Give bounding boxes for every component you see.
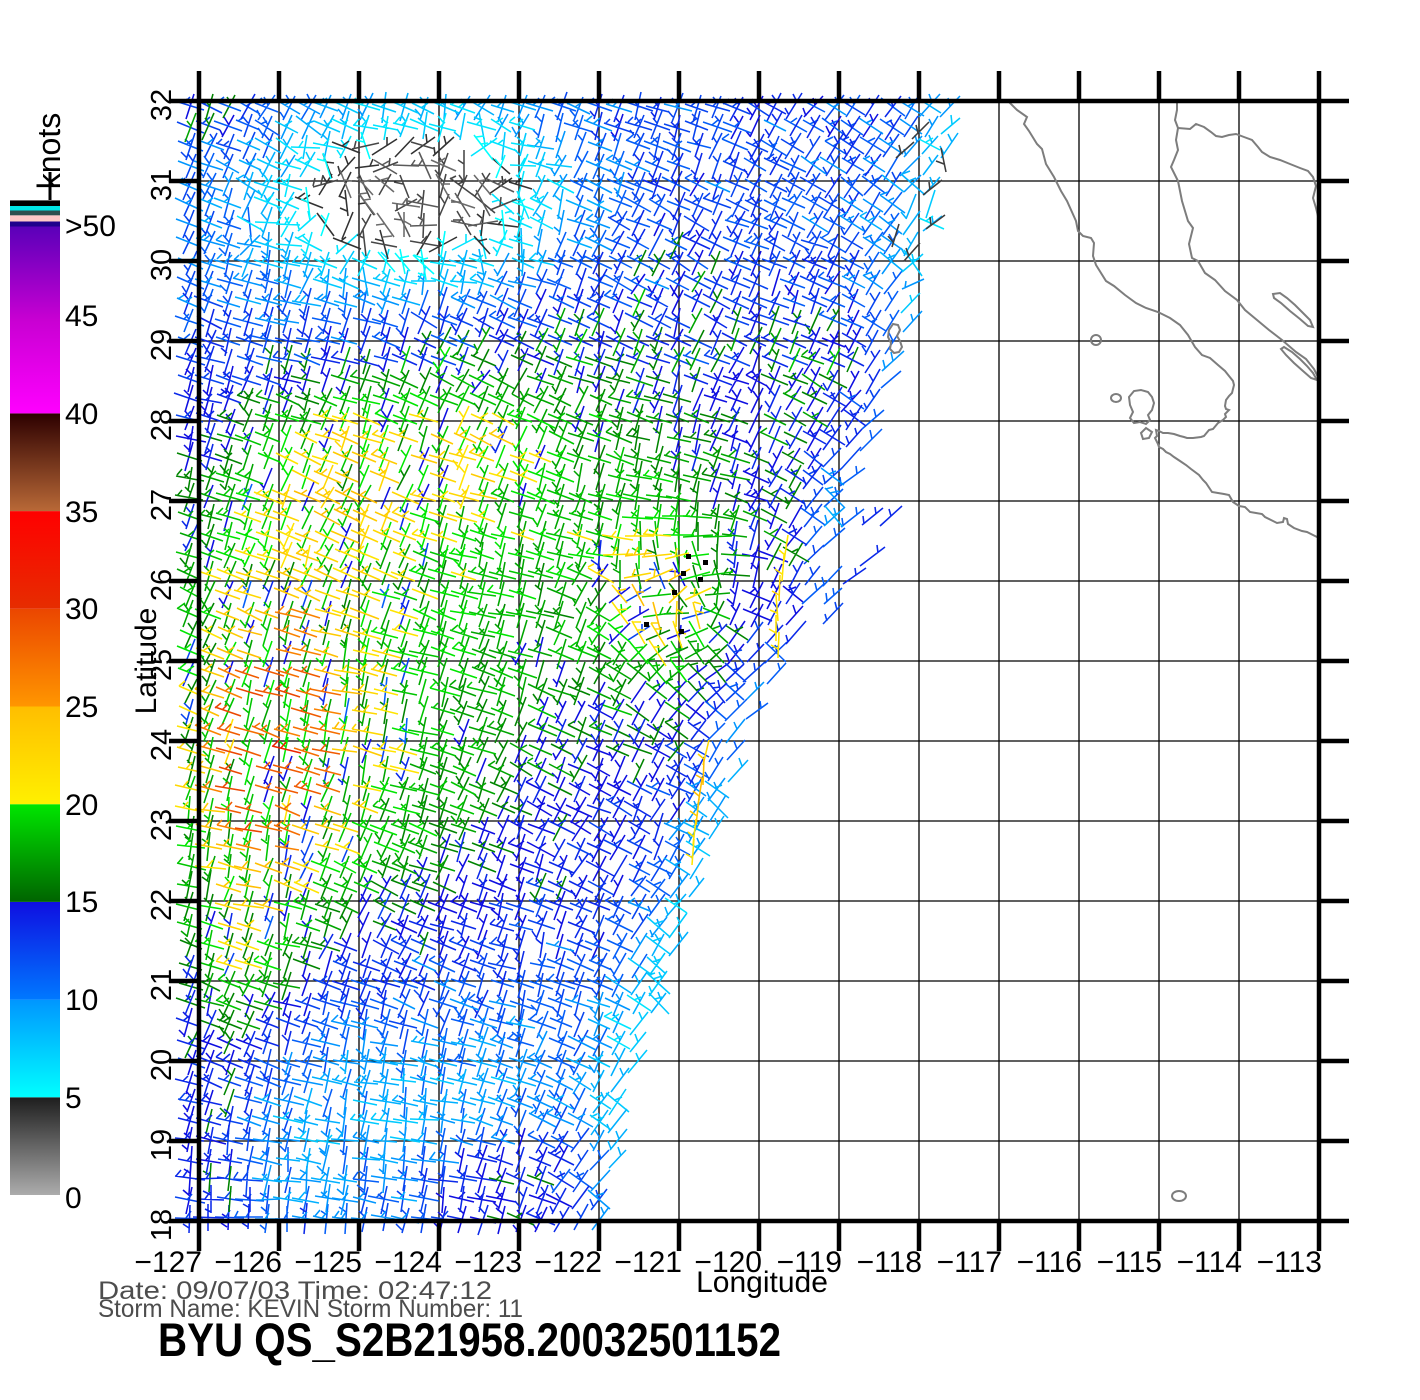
svg-text:18: 18 (146, 1209, 178, 1241)
svg-text:−117: −117 (937, 1246, 1002, 1279)
svg-text:45: 45 (65, 300, 98, 333)
svg-text:Storm Name: KEVIN Storm: Storm Name: KEVIN Storm Number: 11 (98, 1295, 523, 1323)
svg-text:26: 26 (146, 569, 178, 601)
svg-text:27: 27 (146, 489, 178, 521)
svg-text:−125: −125 (294, 1246, 362, 1279)
svg-text:21: 21 (146, 969, 178, 1001)
svg-text:Date: 09/07/03 Time: 02:4: Date: 09/07/03 Time: 02:47:12 (98, 1277, 492, 1305)
svg-text:0: 0 (65, 1182, 82, 1215)
svg-text:−126: −126 (214, 1246, 282, 1279)
svg-text:25: 25 (146, 649, 178, 681)
svg-text:−121: −121 (614, 1246, 682, 1279)
svg-text:15: 15 (65, 886, 98, 919)
svg-text:32: 32 (146, 89, 178, 121)
svg-text:22: 22 (146, 889, 178, 921)
svg-text:Longitude: Longitude (696, 1266, 828, 1299)
svg-text:−120: −120 (694, 1246, 762, 1279)
svg-text:−122: −122 (534, 1246, 602, 1279)
svg-text:5: 5 (65, 1082, 82, 1115)
svg-text:−114: −114 (1177, 1246, 1242, 1279)
svg-text:40: 40 (65, 398, 98, 431)
svg-text:−124: −124 (374, 1246, 442, 1279)
svg-text:24: 24 (146, 729, 178, 761)
svg-text:−119: −119 (777, 1246, 842, 1279)
svg-text:−113: −113 (1257, 1246, 1322, 1279)
svg-text:19: 19 (146, 1129, 178, 1161)
svg-text:35: 35 (65, 496, 98, 529)
svg-text:28: 28 (146, 409, 178, 441)
svg-text:10: 10 (65, 984, 98, 1017)
svg-text:23: 23 (146, 809, 178, 841)
svg-text:−118: −118 (857, 1246, 922, 1279)
svg-text:31: 31 (146, 169, 178, 201)
svg-text:20: 20 (65, 789, 98, 822)
svg-text:−115: −115 (1097, 1246, 1162, 1279)
svg-text:−116: −116 (1017, 1246, 1082, 1279)
svg-text:30: 30 (146, 249, 178, 281)
svg-text:30: 30 (65, 593, 98, 626)
svg-text:29: 29 (146, 329, 178, 361)
svg-text:25: 25 (65, 691, 98, 724)
svg-text:Latitude: Latitude (130, 608, 163, 715)
svg-text:−127: −127 (134, 1246, 202, 1279)
svg-text:BYU QS_S2B21958.20032501152: BYU QS_S2B21958.20032501152 (158, 1313, 781, 1366)
svg-text:20: 20 (146, 1049, 178, 1081)
svg-text:>50: >50 (65, 210, 116, 243)
svg-text:−123: −123 (454, 1246, 522, 1279)
